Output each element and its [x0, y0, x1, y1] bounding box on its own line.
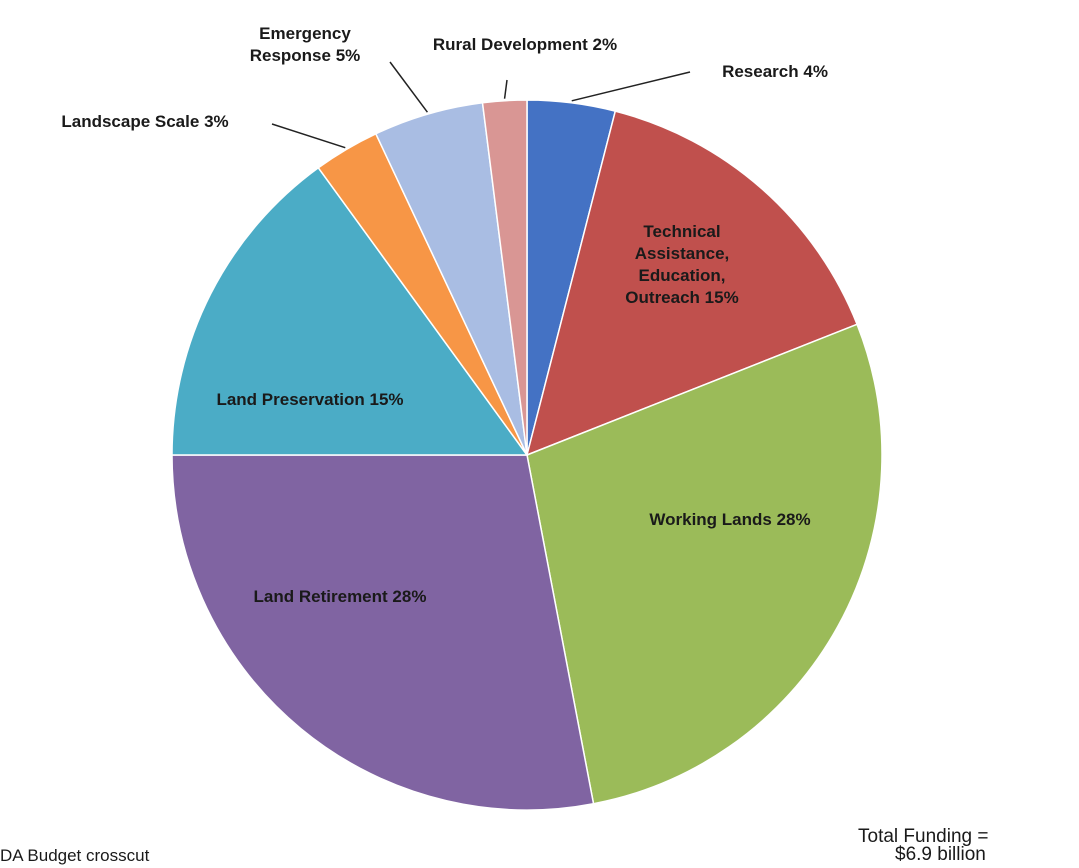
- slice-label: Landscape Scale 3%: [5, 111, 285, 133]
- slice-label: Land Retirement 28%: [230, 586, 450, 608]
- slice-name: Working Lands: [649, 509, 772, 529]
- slice-name: Land Preservation: [216, 389, 365, 409]
- source-note: DA Budget crosscut: [0, 846, 150, 865]
- slice-label: Research 4%: [675, 61, 875, 83]
- slice-label: Technical Assistance, Education, Outreac…: [607, 221, 757, 309]
- slice-name: Rural Development: [432, 34, 588, 54]
- pie-slice: [171, 454, 595, 811]
- slice-name: Technical Assistance, Education, Outreac…: [625, 221, 730, 308]
- slice-value: 5%: [335, 46, 361, 65]
- slice-value: 15%: [704, 288, 739, 308]
- slice-name: Landscape Scale: [61, 111, 200, 131]
- slice-value: 15%: [369, 389, 404, 409]
- slice-name: Research: [722, 61, 799, 81]
- pie-slice: [171, 166, 529, 456]
- leader-line: [503, 79, 508, 99]
- slice-value: 28%: [776, 509, 811, 529]
- leader-line: [571, 71, 691, 102]
- pie-slice: [526, 323, 883, 805]
- slice-label: Working Lands 28%: [590, 509, 870, 531]
- slice-value: 2%: [592, 34, 618, 54]
- slice-value: 4%: [803, 61, 828, 81]
- slice-name: Emergency Response: [249, 23, 351, 65]
- slice-value: 28%: [392, 586, 427, 606]
- slice-value: 3%: [204, 111, 229, 131]
- total-value: $6.9 billion: [895, 844, 986, 865]
- leader-line: [271, 123, 346, 149]
- pie-slice: [525, 110, 859, 457]
- slice-label: Land Preservation 15%: [200, 389, 420, 411]
- slice-label: Emergency Response 5%: [225, 23, 385, 67]
- slice-label: Rural Development 2%: [395, 34, 655, 56]
- leader-line: [389, 61, 429, 113]
- total-label: Total Funding =: [858, 826, 989, 847]
- pie-slice: [481, 99, 528, 456]
- slice-name: Land Retirement: [253, 586, 388, 606]
